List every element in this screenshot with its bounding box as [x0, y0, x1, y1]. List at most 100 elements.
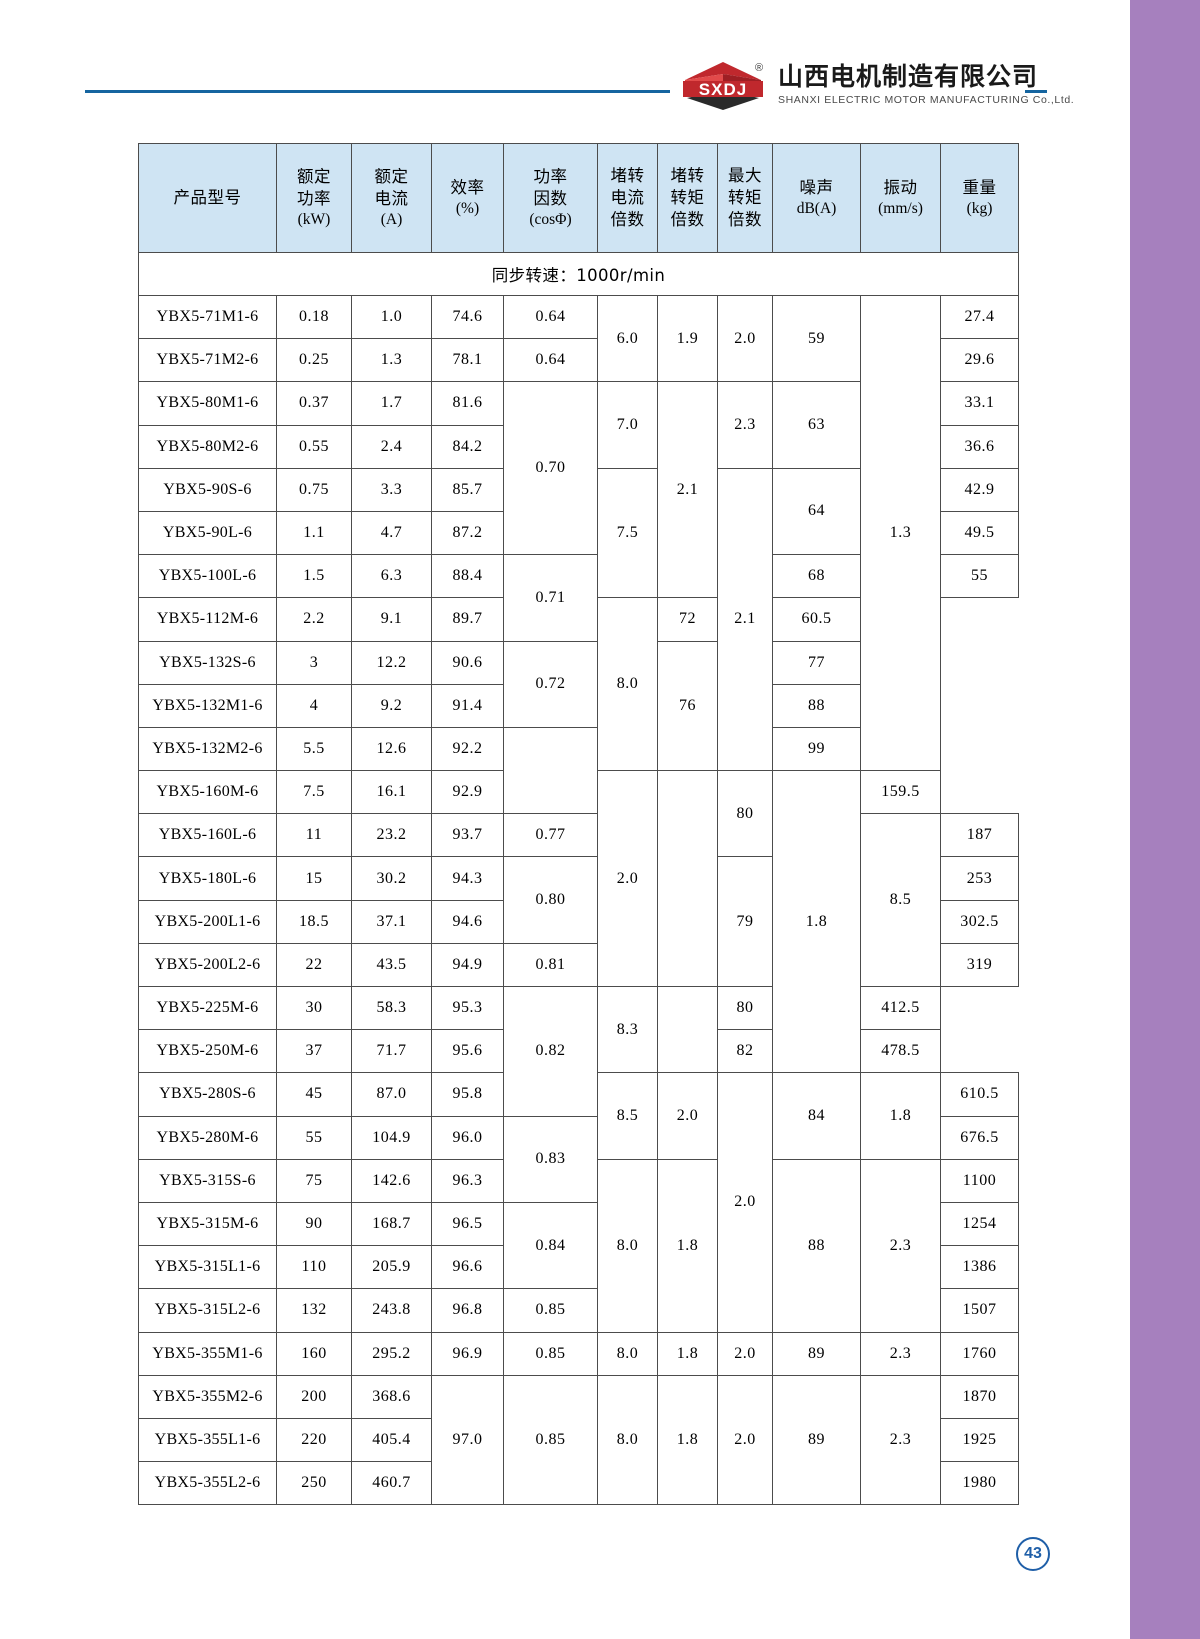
cell-max-torque: 2.1	[717, 467, 773, 772]
cell-current: 368.6	[351, 1374, 432, 1419]
cell-efficiency: 96.5	[431, 1201, 504, 1247]
cell-noise: 82	[717, 1029, 773, 1074]
cell-efficiency: 96.8	[431, 1288, 504, 1333]
cell-power: 132	[276, 1288, 352, 1333]
table-row: YBX5-250M-6 37 71.7 95.6 82 478.5	[138, 1029, 1019, 1074]
table-row: YBX5-315M-6 90 168.7 96.5 0.84 1254	[138, 1201, 1019, 1290]
cell-max-torque: 2.0	[717, 1374, 773, 1506]
table-row: YBX5-355L1-6 220 405.4 1925	[138, 1417, 1019, 1463]
cell-lrc: 8.0	[597, 1158, 658, 1333]
column-header-max-torque: 最大 转矩 倍数	[717, 143, 773, 253]
cell-lrt: 1.8	[657, 1158, 718, 1333]
cell-power-factor: 0.77	[503, 813, 598, 858]
cell-power-factor: 0.72	[503, 640, 598, 728]
cell-weight: 1760	[940, 1331, 1019, 1376]
cell-power: 75	[276, 1158, 352, 1203]
cell-efficiency: 74.6	[431, 294, 504, 340]
cell-current: 58.3	[351, 985, 432, 1031]
cell-lrt: 1.9	[657, 294, 718, 383]
cell-weight: 412.5	[860, 985, 941, 1031]
cell-model: YBX5-250M-6	[138, 1029, 277, 1074]
cell-model: YBX5-71M1-6	[138, 294, 277, 340]
cell-lrt: 2.1	[657, 381, 718, 599]
table-row: YBX5-160M-6 7.5 16.1 92.9 2.0 80 1.8 159…	[138, 770, 1019, 1074]
cell-current: 23.2	[351, 813, 432, 858]
cell-power-factor: 0.84	[503, 1201, 598, 1290]
cell-model: YBX5-180L-6	[138, 856, 277, 901]
cell-current: 37.1	[351, 899, 432, 944]
cell-current: 205.9	[351, 1245, 432, 1290]
table-row: YBX5-132M2-6 5.5 12.6 92.2 99	[138, 726, 1019, 815]
cell-power: 0.18	[276, 294, 352, 340]
cell-current: 104.9	[351, 1115, 432, 1160]
cell-max-torque	[657, 770, 718, 987]
table-row: YBX5-90L-6 1.1 4.7 87.2 49.5	[138, 510, 1019, 556]
cell-noise: 72	[657, 597, 718, 642]
cell-noise: 80	[717, 770, 773, 858]
cell-current: 71.7	[351, 1029, 432, 1074]
cell-efficiency: 95.3	[431, 985, 504, 1031]
cell-efficiency: 96.6	[431, 1245, 504, 1290]
document-page: SXDJ ® 山西电机制造有限公司 SHANXI ELECTRIC MOTOR …	[85, 60, 1074, 1571]
table-row: YBX5-112M-6 2.2 9.1 89.7 8.0 72 60.5	[138, 597, 1019, 772]
cell-model: YBX5-132M1-6	[138, 683, 277, 728]
cell-power: 200	[276, 1374, 352, 1419]
cell-current: 1.0	[351, 294, 432, 340]
cell-power: 55	[276, 1115, 352, 1160]
cell-weight: 676.5	[940, 1115, 1019, 1160]
column-header-locked-rotor-current: 堵转 电流 倍数	[597, 143, 658, 253]
cell-model: YBX5-80M2-6	[138, 424, 277, 469]
cell-max-torque: 2.3	[717, 381, 773, 469]
page-edge-strip	[1130, 0, 1200, 1639]
cell-weight: 55	[940, 554, 1019, 599]
table-row: YBX5-100L-6 1.5 6.3 88.4 0.71 68 55	[138, 554, 1019, 642]
cell-lrt: 2.0	[597, 770, 658, 987]
cell-lrt: 2.0	[657, 1072, 718, 1160]
cell-noise: 89	[772, 1374, 861, 1506]
page-number-badge: 43	[1016, 1537, 1050, 1571]
cell-model: YBX5-280M-6	[138, 1115, 277, 1160]
cell-lrt: 1.8	[657, 1331, 718, 1376]
table-row: YBX5-355M2-6 200 368.6 97.0 0.85 8.0 1.8…	[138, 1374, 1019, 1506]
cell-vibration: 1.8	[860, 1072, 941, 1160]
table-row: YBX5-280S-6 45 87.0 95.8 8.5 2.0 2.0 84 …	[138, 1072, 1019, 1333]
cell-model: YBX5-315S-6	[138, 1158, 277, 1203]
cell-weight: 33.1	[940, 381, 1019, 426]
cell-model: YBX5-355L2-6	[138, 1461, 277, 1506]
sxdj-logo: SXDJ ®	[677, 60, 769, 112]
column-header-weight: 重量 (kg)	[940, 143, 1019, 253]
cell-lrc: 8.0	[597, 1374, 658, 1506]
cell-weight: 1386	[940, 1245, 1019, 1290]
cell-model: YBX5-200L1-6	[138, 899, 277, 944]
cell-max-torque: 2.0	[717, 1331, 773, 1376]
cell-power: 15	[276, 856, 352, 901]
cell-noise: 80	[717, 985, 773, 1031]
table-row: YBX5-80M1-6 0.37 1.7 81.6 0.70 7.0 2.1 2…	[138, 381, 1019, 599]
table-header-row: 产品型号 额定 功率 (kW) 额定 电流 (A) 效率 (%)	[138, 143, 1019, 253]
cell-current: 12.6	[351, 726, 432, 772]
cell-efficiency: 78.1	[431, 338, 504, 383]
cell-weight: 1925	[940, 1417, 1019, 1463]
cell-noise: 63	[772, 381, 861, 469]
page-header: SXDJ ® 山西电机制造有限公司 SHANXI ELECTRIC MOTOR …	[85, 60, 1074, 122]
cell-current: 3.3	[351, 467, 432, 512]
cell-model: YBX5-132S-6	[138, 640, 277, 685]
cell-weight: 1870	[940, 1374, 1019, 1419]
logo-mark-icon: SXDJ	[683, 62, 763, 110]
cell-power-factor: 0.85	[503, 1374, 598, 1506]
cell-current: 243.8	[351, 1288, 432, 1333]
cell-power-factor: 0.85	[503, 1288, 598, 1333]
cell-weight: 49.5	[940, 510, 1019, 556]
cell-efficiency: 92.9	[431, 770, 504, 815]
cell-lrc: 8.3	[597, 985, 658, 1074]
column-header-vibration: 振动 (mm/s)	[860, 143, 941, 253]
cell-power-factor: 0.64	[503, 294, 598, 340]
table-row: YBX5-160L-6 11 23.2 93.7 0.77 8.5 187	[138, 813, 1019, 987]
cell-model: YBX5-100L-6	[138, 554, 277, 599]
table-row: YBX5-71M1-6 0.18 1.0 74.6 0.64 6.0 1.9 2…	[138, 294, 1019, 772]
cell-power: 3	[276, 640, 352, 685]
cell-efficiency: 84.2	[431, 424, 504, 469]
cell-power-factor: 0.83	[503, 1115, 598, 1203]
cell-power: 90	[276, 1201, 352, 1247]
column-header-model: 产品型号	[138, 143, 277, 253]
